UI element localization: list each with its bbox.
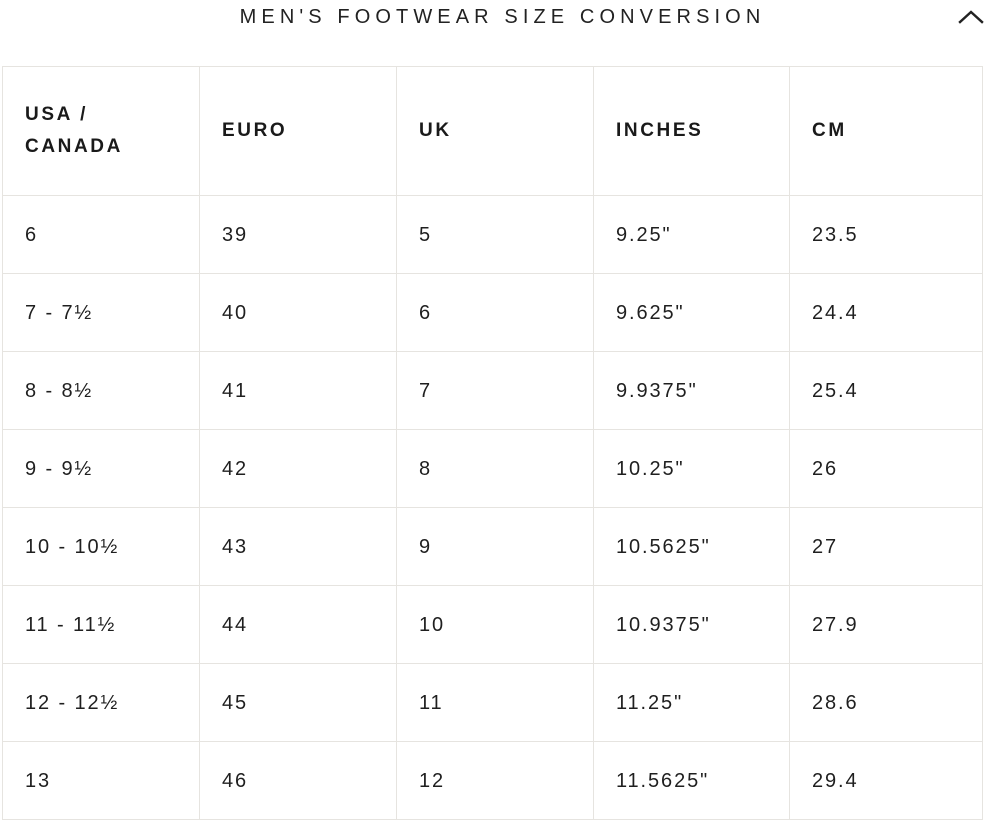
cell-cm: 29.4 (789, 741, 983, 820)
panel-header: MEN'S FOOTWEAR SIZE CONVERSION (0, 0, 1000, 58)
cell-cm: 26 (789, 429, 983, 508)
cell-uk: 7 (396, 351, 594, 430)
cell-euro: 42 (199, 429, 397, 508)
table-row: 12 - 12½ 45 11 11.25" 28.6 (2, 663, 983, 742)
cell-cm: 27 (789, 507, 983, 586)
cell-inches: 10.9375" (593, 585, 790, 664)
cell-uk: 12 (396, 741, 594, 820)
cell-uk: 6 (396, 273, 594, 352)
cell-euro: 46 (199, 741, 397, 820)
column-header-uk: UK (396, 66, 594, 196)
cell-usa-canada: 12 - 12½ (2, 663, 200, 742)
cell-uk: 9 (396, 507, 594, 586)
cell-euro: 43 (199, 507, 397, 586)
cell-cm: 23.5 (789, 195, 983, 274)
cell-cm: 28.6 (789, 663, 983, 742)
cell-usa-canada: 10 - 10½ (2, 507, 200, 586)
table-body: 6 39 5 9.25" 23.5 7 - 7½ 40 6 9.625" 24.… (2, 195, 983, 820)
table-row: 7 - 7½ 40 6 9.625" 24.4 (2, 273, 983, 352)
cell-inches: 9.9375" (593, 351, 790, 430)
cell-euro: 41 (199, 351, 397, 430)
column-header-usa-canada-line-2: CANADA (25, 136, 123, 157)
cell-usa-canada: 13 (2, 741, 200, 820)
collapse-toggle-button[interactable] (950, 2, 992, 32)
cell-uk: 5 (396, 195, 594, 274)
table-row: 10 - 10½ 43 9 10.5625" 27 (2, 507, 983, 586)
table-header-row-group: USA / CANADA EURO UK INCHES CM (2, 66, 983, 196)
cell-inches: 9.25" (593, 195, 790, 274)
cell-euro: 44 (199, 585, 397, 664)
chevron-up-icon (958, 9, 984, 25)
table-row: 11 - 11½ 44 10 10.9375" 27.9 (2, 585, 983, 664)
cell-usa-canada: 11 - 11½ (2, 585, 200, 664)
cell-usa-canada: 9 - 9½ (2, 429, 200, 508)
column-header-euro: EURO (199, 66, 397, 196)
column-header-cm: CM (789, 66, 983, 196)
cell-euro: 39 (199, 195, 397, 274)
cell-usa-canada: 7 - 7½ (2, 273, 200, 352)
column-header-inches: INCHES (593, 66, 790, 196)
cell-inches: 10.5625" (593, 507, 790, 586)
size-conversion-table: USA / CANADA EURO UK INCHES CM 6 39 5 9.… (2, 66, 983, 820)
cell-euro: 40 (199, 273, 397, 352)
cell-cm: 25.4 (789, 351, 983, 430)
cell-uk: 10 (396, 585, 594, 664)
cell-inches: 11.5625" (593, 741, 790, 820)
cell-usa-canada: 6 (2, 195, 200, 274)
cell-cm: 24.4 (789, 273, 983, 352)
size-table-container: USA / CANADA EURO UK INCHES CM 6 39 5 9.… (2, 66, 983, 820)
column-header-usa-canada: USA / CANADA (2, 66, 200, 196)
cell-uk: 11 (396, 663, 594, 742)
page-title: MEN'S FOOTWEAR SIZE CONVERSION (239, 6, 766, 28)
table-row: 13 46 12 11.5625" 29.4 (2, 741, 983, 820)
table-row: 9 - 9½ 42 8 10.25" 26 (2, 429, 983, 508)
cell-euro: 45 (199, 663, 397, 742)
cell-inches: 9.625" (593, 273, 790, 352)
column-header-usa-canada-line-1: USA / (25, 104, 88, 125)
cell-inches: 11.25" (593, 663, 790, 742)
cell-uk: 8 (396, 429, 594, 508)
table-row: 8 - 8½ 41 7 9.9375" 25.4 (2, 351, 983, 430)
cell-cm: 27.9 (789, 585, 983, 664)
table-header-row: USA / CANADA EURO UK INCHES CM (2, 66, 983, 196)
table-row: 6 39 5 9.25" 23.5 (2, 195, 983, 274)
cell-inches: 10.25" (593, 429, 790, 508)
cell-usa-canada: 8 - 8½ (2, 351, 200, 430)
